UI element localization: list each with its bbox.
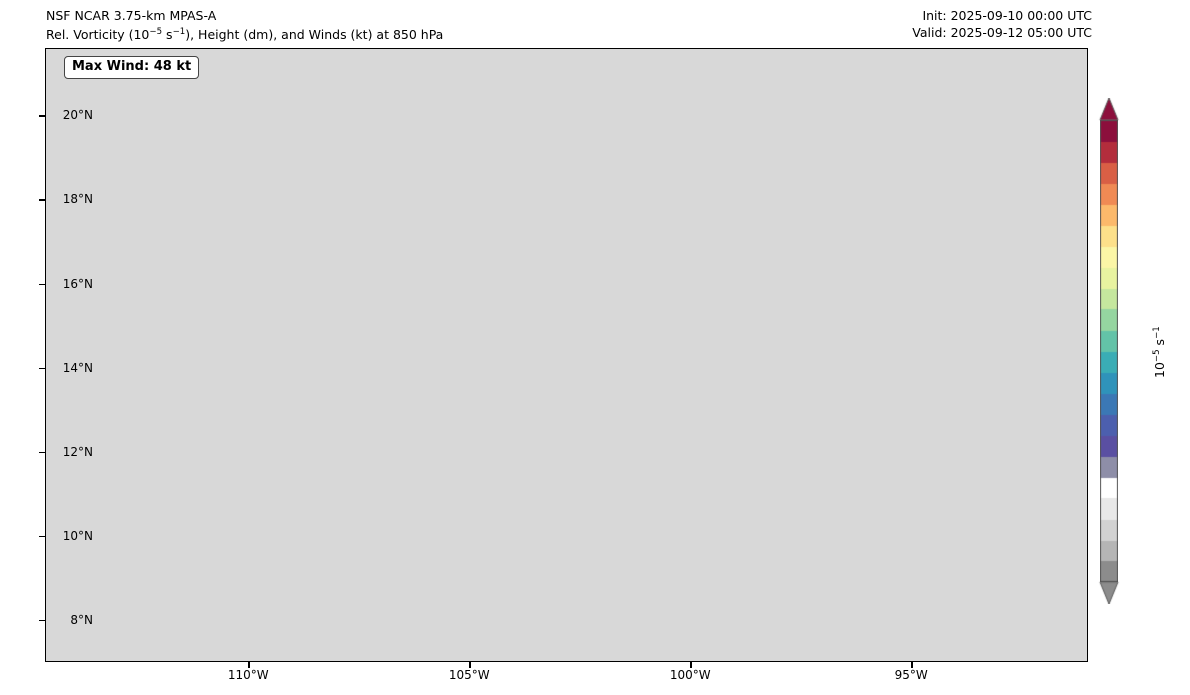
field-title-post: ), Height (dm), and Winds (kt) at 850 hP…	[185, 27, 444, 43]
x-axis-tick-mark	[911, 662, 913, 668]
field-title: Rel. Vorticity (10−5 s−1), Height (dm), …	[46, 24, 443, 43]
y-axis-tick-mark	[39, 367, 45, 369]
y-axis-tick-label: 14°N	[62, 360, 93, 375]
y-axis-tick-label: 18°N	[62, 192, 93, 207]
colorbar-axis-label: 10−5 s−1	[1152, 326, 1167, 378]
field-title-exp2: −1	[172, 27, 186, 37]
valid-time-label: Valid: 2025-09-12 05:00 UTC	[912, 25, 1092, 40]
colorbar-extend-arrows	[1096, 98, 1122, 604]
cb-unit-mid: s	[1152, 338, 1168, 350]
x-axis-tick-mark	[248, 662, 250, 668]
x-axis-tick-label: 105°W	[448, 668, 490, 682]
map-canvas	[46, 49, 1087, 661]
y-axis-tick-label: 20°N	[62, 108, 93, 123]
cb-unit-exp1: −5	[1152, 349, 1162, 363]
y-axis-tick-mark	[39, 619, 45, 622]
y-axis-tick-mark	[39, 283, 45, 285]
y-axis-tick-mark	[39, 535, 45, 538]
y-axis-tick-label: 16°N	[62, 276, 93, 291]
y-axis-tick-label: 8°N	[70, 612, 93, 627]
x-axis-tick-label: 95°W	[894, 668, 928, 682]
cb-unit-exp2: −1	[1152, 326, 1162, 339]
y-axis-tick-label: 10°N	[62, 528, 93, 543]
field-title-mid: s	[162, 27, 173, 43]
y-axis-tick-mark	[39, 115, 45, 117]
max-wind-annotation: Max Wind: 48 kt	[64, 56, 200, 79]
chart-title-block: NSF NCAR 3.75-km MPAS-A Rel. Vorticity (…	[46, 7, 443, 43]
field-title-exp1: −5	[149, 27, 163, 37]
y-axis-tick-mark	[39, 451, 45, 454]
x-axis-tick-mark	[690, 662, 692, 668]
x-axis-tick-mark	[469, 662, 471, 668]
cb-unit-pre: 10	[1152, 362, 1168, 378]
model-title: NSF NCAR 3.75-km MPAS-A	[46, 8, 217, 23]
map-plot-area	[45, 48, 1088, 662]
x-axis-tick-label: 110°W	[227, 668, 269, 682]
valid-time-block: Init: 2025-09-10 00:00 UTC Valid: 2025-0…	[912, 7, 1092, 41]
init-time-label: Init: 2025-09-10 00:00 UTC	[922, 8, 1092, 23]
x-axis-tick-label: 100°W	[669, 668, 711, 682]
y-axis-tick-mark	[39, 199, 45, 201]
y-axis-tick-label: 12°N	[62, 444, 93, 459]
field-title-pre: Rel. Vorticity (10	[46, 27, 150, 43]
